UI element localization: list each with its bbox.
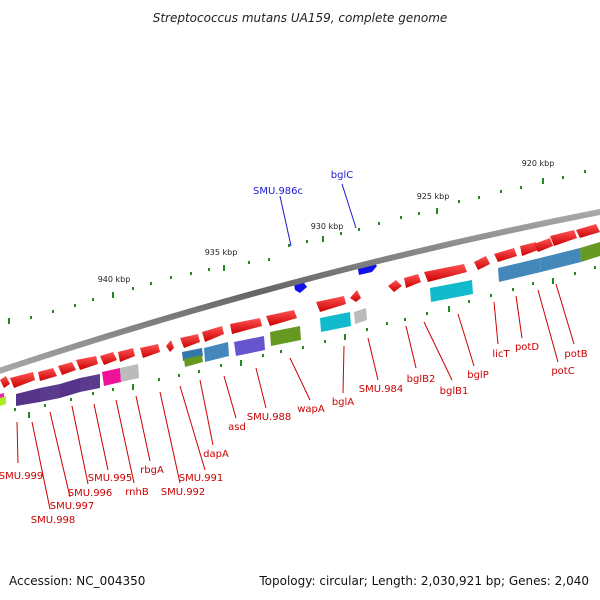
tick-label-940: 940 kbp (98, 275, 131, 284)
label-rnhb[interactable]: rnhB (125, 487, 149, 498)
inner-dot-ring (14, 266, 596, 418)
label-potc[interactable]: potC (551, 366, 574, 377)
label-bglc[interactable]: bglC (331, 170, 353, 181)
label-bglp[interactable]: bglP (467, 370, 489, 381)
block-violet[interactable] (234, 336, 265, 356)
genome-summary-text: Topology: circular; Length: 2,030,921 bp… (259, 574, 589, 588)
gene-red-11[interactable] (202, 326, 224, 342)
label-lict[interactable]: licT (492, 349, 510, 360)
block-steelblue-4[interactable] (540, 248, 581, 272)
gene-red-18[interactable] (424, 264, 467, 282)
block-cyan-1[interactable] (320, 312, 351, 332)
gene-red-20[interactable] (494, 248, 517, 262)
label-dapa[interactable]: dapA (203, 449, 229, 460)
gene-red-2[interactable] (10, 372, 35, 388)
gene-red-4[interactable] (58, 362, 76, 375)
reverse-strand-genes (0, 224, 600, 388)
label-bglb1[interactable]: bglB1 (440, 386, 469, 397)
gene-red-7[interactable] (118, 348, 135, 362)
tick-label-935: 935 kbp (205, 248, 238, 257)
block-pink-left[interactable] (0, 393, 4, 398)
label-rbga[interactable]: rbgA (140, 465, 164, 476)
feature-blocks (0, 242, 600, 406)
block-purple-2[interactable] (40, 384, 60, 402)
label-smu986c[interactable]: SMU.986c (253, 186, 303, 197)
gene-red-12[interactable] (230, 318, 262, 334)
label-smu996[interactable]: SMU.996 (68, 488, 113, 499)
block-olive-2[interactable] (270, 326, 301, 346)
block-purple-3[interactable] (60, 378, 80, 398)
gene-red-6[interactable] (100, 352, 117, 365)
gene-red-23[interactable] (550, 230, 577, 246)
block-lime[interactable] (0, 396, 6, 406)
label-potd[interactable]: potD (515, 342, 539, 353)
label-smu999[interactable]: SMU.999 (0, 471, 43, 482)
label-smu991[interactable]: SMU.991 (179, 473, 224, 484)
tick-label-920: 920 kbp (522, 159, 555, 168)
gene-red-19[interactable] (474, 256, 490, 270)
reverse-gene-labels: SMU.999 SMU.998 SMU.997 SMU.996 SMU.995 … (0, 342, 588, 526)
tick-label-925: 925 kbp (417, 192, 450, 201)
gene-red-15[interactable] (350, 290, 361, 302)
gene-red-14[interactable] (316, 296, 346, 312)
gene-red-21[interactable] (520, 242, 538, 256)
label-smu992[interactable]: SMU.992 (161, 487, 206, 498)
gene-red-1[interactable] (0, 376, 10, 388)
label-wapa[interactable]: wapA (297, 404, 325, 415)
block-steelblue-3[interactable] (498, 258, 541, 282)
label-potb[interactable]: potB (564, 349, 587, 360)
block-gray-1[interactable] (120, 364, 139, 382)
label-smu995[interactable]: SMU.995 (88, 473, 133, 484)
gene-red-22[interactable] (534, 238, 553, 252)
block-cyan-2[interactable] (430, 280, 473, 302)
block-gray-2[interactable] (354, 308, 367, 324)
label-smu998[interactable]: SMU.998 (31, 515, 76, 526)
gene-red-17[interactable] (404, 274, 421, 288)
block-steelblue-1[interactable] (182, 348, 203, 361)
outer-dot-ring (8, 170, 586, 324)
gene-red-24[interactable] (576, 224, 600, 238)
gene-red-16[interactable] (388, 280, 402, 292)
label-asd[interactable]: asd (228, 422, 246, 433)
gene-red-3[interactable] (38, 368, 57, 381)
tick-label-930: 930 kbp (311, 222, 344, 231)
leader-bglc (341, 183, 357, 229)
label-bglb2[interactable]: bglB2 (407, 374, 436, 385)
block-olive-3[interactable] (580, 242, 600, 262)
leader-smu986c (279, 195, 292, 247)
block-olive-1[interactable] (184, 355, 203, 367)
accession-text: Accession: NC_004350 (9, 574, 146, 588)
gene-red-8[interactable] (140, 344, 160, 358)
label-smu997[interactable]: SMU.997 (50, 501, 95, 512)
label-bgla[interactable]: bglA (332, 397, 354, 408)
map-title: Streptococcus mutans UA159, complete gen… (153, 11, 448, 25)
block-magenta[interactable] (102, 368, 121, 386)
block-steelblue-2[interactable] (204, 342, 229, 362)
reverse-label-leaders (16, 283, 575, 510)
label-smu984[interactable]: SMU.984 (359, 384, 404, 395)
gene-red-5[interactable] (76, 356, 98, 370)
gene-red-9[interactable] (166, 340, 174, 352)
block-purple-4[interactable] (80, 374, 100, 392)
block-purple-1[interactable] (16, 388, 40, 406)
genome-backbone (0, 208, 600, 374)
label-smu988[interactable]: SMU.988 (247, 412, 292, 423)
gene-red-10[interactable] (180, 334, 200, 348)
gene-red-13[interactable] (266, 310, 297, 326)
